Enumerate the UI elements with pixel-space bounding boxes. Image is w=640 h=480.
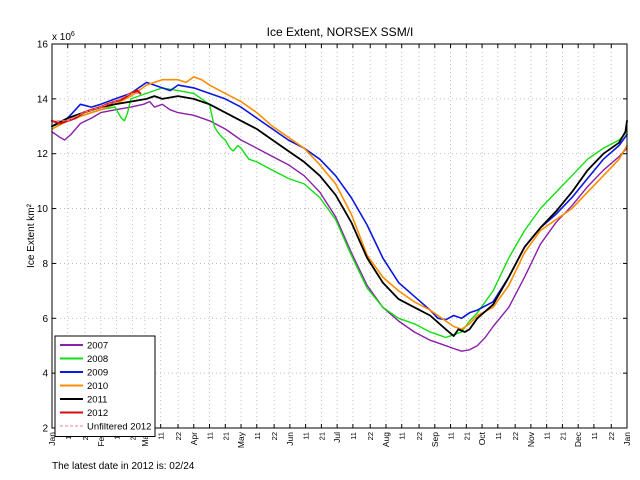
y-multiplier-base: x 10 <box>52 32 71 43</box>
latest-date-footnote: The latest date in 2012 is: 02/24 <box>52 461 195 472</box>
x-tick-month-label: Jun <box>285 432 295 446</box>
y-multiplier-exponent: 6 <box>71 31 75 38</box>
series-line-2011 <box>51 95 628 338</box>
x-tick-day-label: 22 <box>270 432 279 440</box>
y-tick-label: 16 <box>37 40 49 51</box>
x-axis-ticks: Jan1122Feb1120Mar1122Apr1121May1122Jun11… <box>47 44 632 448</box>
x-tick-month-label: Mar <box>140 432 150 447</box>
legend-entry-label: 2012 <box>87 408 108 419</box>
x-tick-day-label: 22 <box>607 432 616 440</box>
x-tick-day-label: 22 <box>174 432 183 440</box>
x-tick-day-label: 22 <box>366 432 375 440</box>
x-tick-month-label: Jan <box>47 432 57 446</box>
legend-entry-label: 2008 <box>87 354 108 365</box>
y-tick-label: 2 <box>42 424 48 435</box>
series-line-2008 <box>51 87 628 339</box>
plot-frame <box>51 43 628 429</box>
y-axis-label: Ice Extent km² <box>26 203 37 268</box>
x-tick-day-label: 11 <box>302 432 311 440</box>
y-tick-label: 10 <box>37 204 49 215</box>
x-tick-day-label: 21 <box>462 432 471 440</box>
y-tick-label: 12 <box>37 149 49 160</box>
x-tick-day-label: 11 <box>543 432 552 440</box>
x-tick-day-label: 22 <box>511 432 520 440</box>
series-line-2007 <box>51 100 628 352</box>
x-tick-month-label: Apr <box>189 432 199 445</box>
y-tick-label: 4 <box>42 369 48 380</box>
x-tick-month-label: Feb <box>96 432 106 447</box>
y-tick-label: 6 <box>42 314 48 325</box>
x-tick-day-label: 21 <box>221 432 230 440</box>
legend-entry-label: 2009 <box>87 368 108 379</box>
series-layer <box>50 76 628 352</box>
x-tick-month-label: Dec <box>573 431 583 447</box>
legend: 2007 2008 2009 2010 2011 2012 Unfiltered 2012 <box>54 335 156 437</box>
legend-entry-label: 2011 <box>87 395 107 406</box>
x-tick-day-label: 11 <box>590 432 599 440</box>
legend-entry-label: 2010 <box>87 381 108 392</box>
x-tick-day-label: 11 <box>206 432 215 440</box>
x-tick-month-label: Nov <box>526 431 536 447</box>
x-tick-day-label: 11 <box>494 432 503 440</box>
series-line-2010 <box>51 76 628 331</box>
legend-entry-label: 2007 <box>87 341 108 352</box>
x-tick-month-label: May <box>236 431 246 448</box>
x-tick-month-label: Jul <box>332 432 342 443</box>
series-line-unfiltered-2012 <box>51 92 141 122</box>
x-tick-day-label: 22 <box>415 432 424 440</box>
x-tick-month-label: Sep <box>430 432 440 447</box>
y-axis-ticks: 2 4 6 8 10 12 14 16 <box>37 40 627 435</box>
x-tick-day-label: 11 <box>398 432 407 440</box>
x-tick-day-label: 21 <box>317 432 326 440</box>
x-tick-day-label: 21 <box>558 432 567 440</box>
legend-entry-label: Unfiltered 2012 <box>87 422 151 433</box>
y-tick-label: 14 <box>37 94 49 105</box>
x-tick-month-label: Oct <box>477 431 487 445</box>
x-tick-day-label: 11 <box>157 432 166 440</box>
chart-title: Ice Extent, NORSEX SSM/I <box>267 25 414 39</box>
y-tick-label: 8 <box>42 259 48 270</box>
y-axis-multiplier: x 106 <box>52 31 75 43</box>
x-tick-day-label: 11 <box>447 432 456 440</box>
x-tick-month-label: Jan <box>622 432 632 446</box>
x-tick-day-label: 11 <box>253 432 262 440</box>
x-tick-month-label: Aug <box>381 432 391 447</box>
x-tick-day-label: 11 <box>349 432 358 440</box>
